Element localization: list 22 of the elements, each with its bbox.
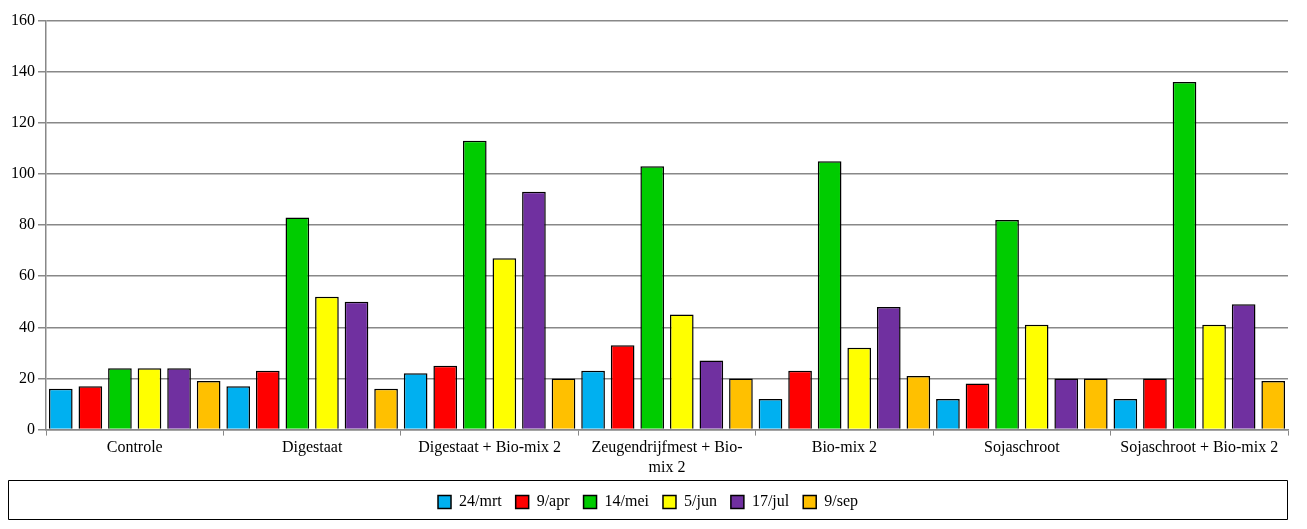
- legend-label: 14/mei: [604, 492, 650, 510]
- legend-label: 9/apr: [536, 492, 571, 511]
- y-tick-label: 160: [11, 10, 35, 28]
- y-tick-label: 0: [27, 419, 35, 437]
- x-tick-label: Bio-mix 2: [811, 438, 878, 456]
- y-tick-label: 60: [19, 266, 35, 284]
- y-tick-label: 20: [19, 368, 35, 386]
- x-tick-label: Digestaat + Bio-mix 2: [418, 438, 561, 457]
- x-tick-label: Sojaschroot + Bio-mix 2: [1120, 438, 1279, 457]
- y-tick-label: 40: [19, 317, 35, 335]
- y-tick-label: 120: [11, 113, 35, 131]
- legend-label: 24/mrt: [459, 492, 503, 510]
- x-tick-label: Digestaat: [281, 438, 343, 457]
- y-tick-label: 100: [11, 164, 35, 182]
- x-tick-label: Sojaschroot: [984, 438, 1061, 457]
- x-tick-label: Controle: [106, 438, 163, 456]
- legend-label: 17/jul: [751, 492, 790, 511]
- legend-label: 5/jun: [683, 492, 717, 511]
- legend-label: 9/sep: [824, 492, 858, 511]
- y-tick-label: 140: [11, 61, 35, 79]
- y-tick-label: 80: [19, 215, 35, 233]
- x-tick-label: Zeugendrijfmest + Bio-mix 2: [591, 438, 743, 475]
